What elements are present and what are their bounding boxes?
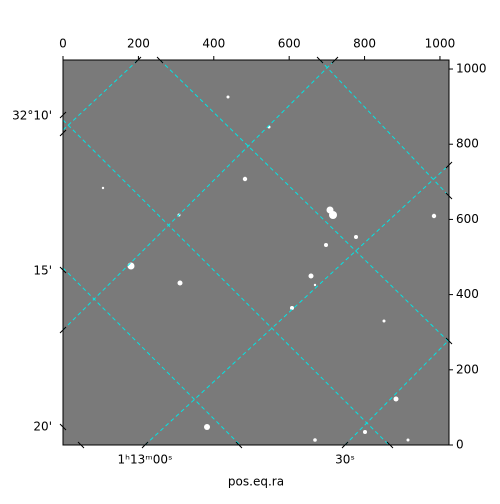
grid-line bbox=[159, 60, 449, 343]
grid-line bbox=[344, 339, 449, 445]
grid-line bbox=[63, 60, 336, 331]
world-ticks bbox=[59, 56, 453, 449]
coordinate-grid bbox=[63, 60, 449, 445]
ra-tick-label: 1ʰ13ᵐ00ˢ bbox=[118, 453, 173, 467]
grid-line bbox=[63, 60, 139, 131]
x-tick-label: 400 bbox=[202, 37, 225, 51]
dec-tick-label: 15' bbox=[33, 264, 52, 278]
x-tick-label: 1000 bbox=[425, 37, 456, 51]
stars bbox=[101, 95, 437, 442]
x-axis-label: pos.eq.ra bbox=[228, 475, 284, 489]
sky-image bbox=[63, 60, 449, 445]
y-tick-label: 0 bbox=[456, 438, 464, 452]
y-tick-label: 800 bbox=[456, 137, 479, 151]
axes-frame bbox=[62, 59, 450, 446]
y-tick-label: 400 bbox=[456, 287, 479, 301]
grid-line bbox=[319, 60, 449, 197]
x-tick-label: 600 bbox=[278, 37, 301, 51]
y-tick-label: 1000 bbox=[456, 62, 487, 76]
x-tick-label: 800 bbox=[353, 37, 376, 51]
ra-tick-label: 30ˢ bbox=[335, 453, 355, 467]
y-tick-label: 200 bbox=[456, 362, 479, 376]
dec-tick-label: 32°10' bbox=[12, 109, 52, 123]
dec-tick-label: 20' bbox=[33, 420, 52, 434]
x-tick-label: 200 bbox=[127, 37, 150, 51]
x-tick-label: 0 bbox=[59, 37, 67, 51]
grid-line bbox=[144, 164, 449, 445]
y-tick-label: 600 bbox=[456, 212, 479, 226]
